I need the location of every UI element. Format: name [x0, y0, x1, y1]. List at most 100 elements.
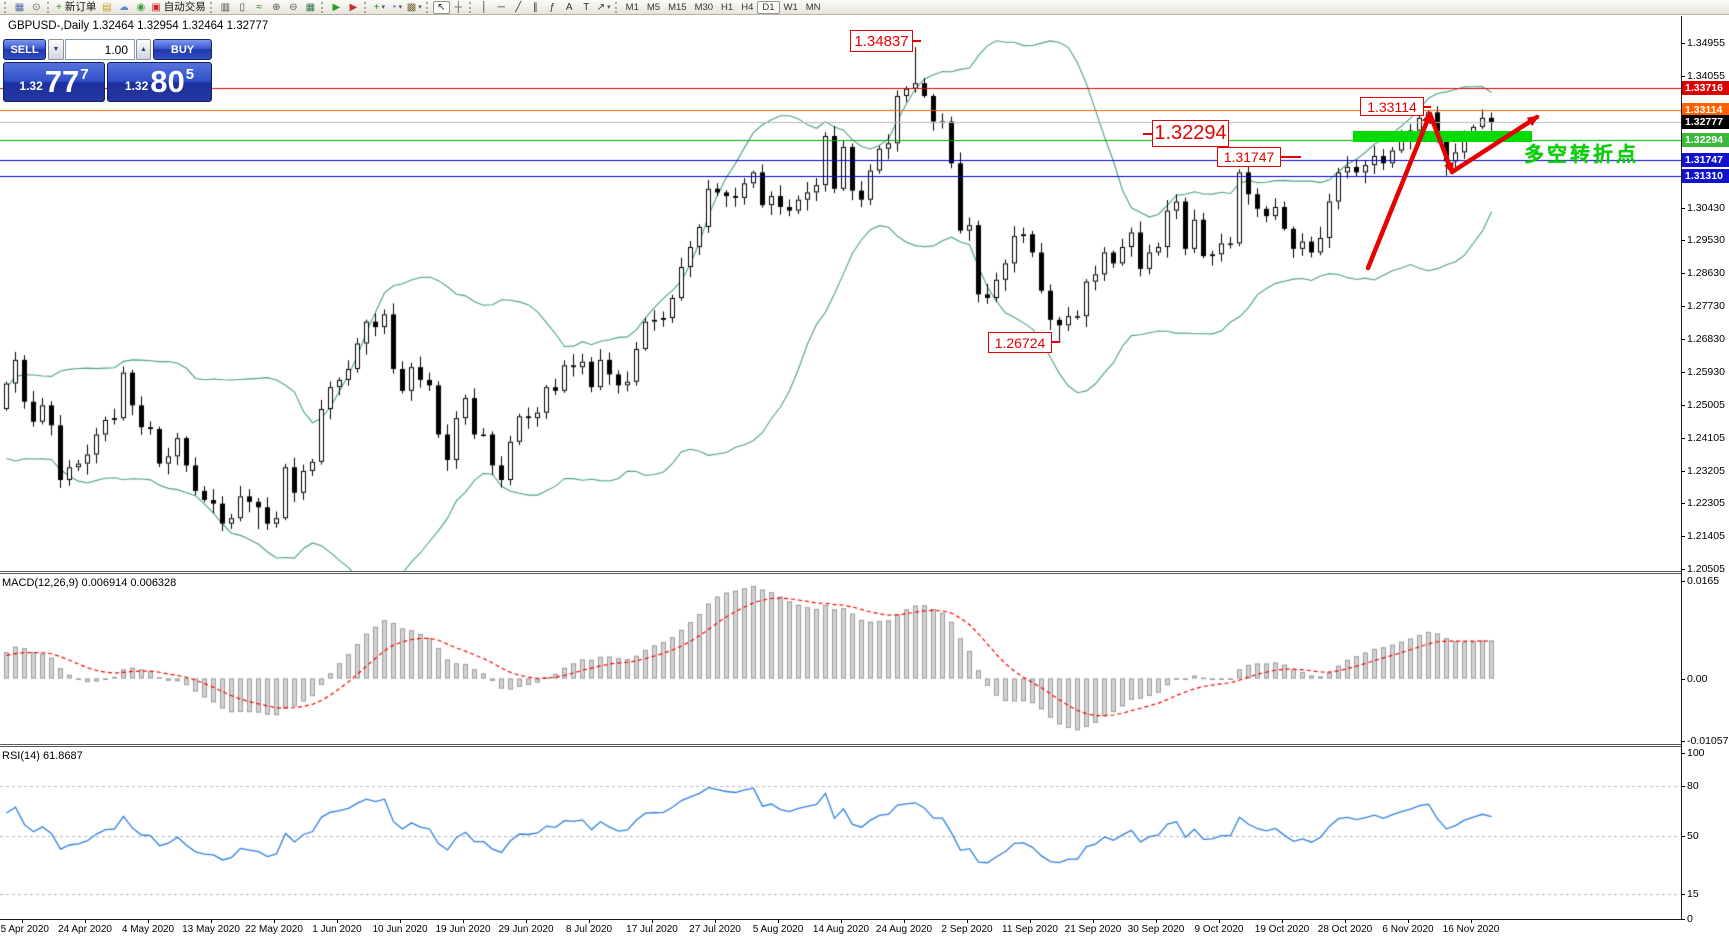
toolbar: ▦ ⊙ + 新订单 ▤ ☁ ◉ ▣ 自动交易 ▥ ▯ ≈ ⊕ ⊖ ▦ ▶ ▶ + ▾ ◔ ▾ ▩ ▾ ↖ ┼ │ ─ ╱ ∥ ƒ A T ↗ ▾ M… [0, 0, 1729, 15]
time-tick [1282, 920, 1283, 923]
time-tick [967, 920, 968, 923]
price-badge: 1.31310 [1682, 169, 1729, 183]
zoom-out-button[interactable]: ⊖ [285, 1, 302, 14]
market-watch-button[interactable]: ⊙ [28, 1, 45, 14]
time-axis-label: 29 Jun 2020 [498, 924, 554, 935]
timeframe-m5[interactable]: M5 [646, 1, 661, 13]
auto-scroll-icon: ▶ [332, 1, 341, 13]
rsi-pane-canvas[interactable] [0, 747, 1681, 919]
price-axis-label-tick [1681, 76, 1685, 77]
cloud-icon: ☁ [118, 1, 129, 13]
timeframe-m30[interactable]: M30 [694, 1, 714, 13]
time-tick [85, 920, 86, 923]
time-axis-label: 1 Jun 2020 [312, 924, 362, 935]
chevron-down-icon: ▾ [607, 3, 611, 11]
annotation-connector [1424, 106, 1431, 108]
macd-pane-canvas[interactable] [0, 574, 1681, 744]
new-order-button[interactable]: + 新订单 [54, 1, 98, 14]
rsi-pane-separator-2[interactable] [0, 746, 1681, 747]
annotation-connector [913, 40, 921, 42]
periods-button[interactable]: ◔ ▾ [388, 1, 405, 14]
auto-scroll-button[interactable]: ▶ [328, 1, 345, 14]
sell-button[interactable]: SELL [3, 39, 46, 60]
timeframe-d1[interactable]: D1 [757, 0, 780, 14]
rsi-axis-label-tick [1681, 919, 1685, 920]
macd-axis-label: 0.00 [1687, 673, 1708, 685]
timeframe-h4[interactable]: H4 [741, 1, 754, 13]
macd-indicator-label: MACD(12,26,9) 0.006914 0.006328 [2, 577, 177, 589]
arrows-button[interactable]: ↗ ▾ [595, 1, 613, 14]
buy-button[interactable]: BUY [153, 39, 212, 60]
crosshair-button[interactable]: ┼ [450, 1, 467, 14]
price-axis-label: 1.24105 [1687, 432, 1725, 444]
time-axis-label: 27 Jul 2020 [689, 924, 741, 935]
autotrading-button[interactable]: ▣ 自动交易 [149, 1, 207, 14]
main-chart-canvas[interactable] [0, 16, 1681, 571]
timeframe-m15[interactable]: M15 [668, 1, 687, 13]
chart-candles-button[interactable]: ▯ [234, 1, 251, 14]
time-axis-label: 14 Aug 2020 [812, 924, 870, 935]
time-axis-label: 21 Sep 2020 [1064, 924, 1122, 935]
price-axis-label-tick [1681, 306, 1685, 307]
indicators-button[interactable]: + ▾ [371, 1, 388, 14]
price-axis-label: 1.23205 [1687, 465, 1725, 477]
price-axis-label: 1.34055 [1687, 70, 1725, 82]
templates-button[interactable]: ▩ ▾ [405, 1, 424, 14]
time-tick [274, 920, 275, 923]
time-axis-label: 11 Sep 2020 [1002, 924, 1058, 935]
toolbar-grip [468, 1, 472, 13]
chevron-down-icon: ▾ [398, 3, 403, 11]
timeframe-mn[interactable]: MN [805, 1, 821, 13]
price-axis-label: 1.29530 [1687, 234, 1725, 246]
time-axis-label: 13 May 2020 [182, 924, 240, 935]
buy-price-panel[interactable]: 1.32 80 5 [107, 62, 212, 102]
signal-button[interactable]: ◉ [132, 1, 149, 14]
chart-window-button[interactable]: ▦ [11, 1, 28, 14]
tile-windows-button[interactable]: ▦ [302, 1, 319, 14]
rsi-axis-label-tick [1681, 786, 1685, 787]
trendline-button[interactable]: ╱ [510, 1, 527, 14]
price-badge: 1.32294 [1682, 133, 1729, 147]
volume-input[interactable] [65, 39, 135, 60]
channel-button[interactable]: ∥ [527, 1, 544, 14]
volume-decrease-button[interactable]: ▼ [48, 39, 64, 60]
time-axis-label: 17 Jul 2020 [626, 924, 678, 935]
sell-price-panel[interactable]: 1.32 77 7 [3, 62, 105, 102]
cursor-button[interactable]: ↖ [432, 0, 450, 14]
time-tick [148, 920, 149, 923]
chart-window-icon: ▦ [14, 1, 25, 13]
time-tick [652, 920, 653, 923]
timeframe-h1[interactable]: H1 [721, 1, 734, 13]
macd-pane-separator-2[interactable] [0, 573, 1681, 574]
chart-shift-button[interactable]: ▶ [345, 1, 362, 14]
time-axis[interactable]: 15 Apr 2020 24 Apr 2020 4 May 2020 13 May 2… [0, 920, 1729, 939]
cloud-button[interactable]: ☁ [115, 1, 132, 14]
price-badge: 1.32777 [1682, 115, 1729, 129]
zoom-in-button[interactable]: ⊕ [268, 1, 285, 14]
tile-windows-icon: ▦ [305, 1, 316, 13]
text-button[interactable]: A [561, 1, 578, 14]
autotrading-label: 自动交易 [163, 0, 206, 13]
volume-increase-button[interactable]: ▲ [136, 39, 151, 60]
fibonacci-button[interactable]: ƒ [544, 1, 561, 14]
time-axis-label: 10 Jun 2020 [372, 924, 428, 935]
time-axis-label: 28 Oct 2020 [1317, 924, 1373, 935]
market-watch-icon: ⊙ [32, 1, 41, 13]
hline-button[interactable]: ─ [493, 1, 510, 14]
vline-button[interactable]: │ [476, 1, 493, 14]
chart-bars-button[interactable]: ▥ [217, 1, 234, 14]
time-tick [337, 920, 338, 923]
time-tick [589, 920, 590, 923]
label-button[interactable]: T [578, 1, 595, 14]
rsi-axis-label: 100 [1687, 747, 1705, 759]
time-axis-label: 15 Apr 2020 [0, 924, 49, 935]
rsi-indicator-label: RSI(14) 61.8687 [2, 750, 83, 762]
macd-pane-separator[interactable] [0, 571, 1681, 572]
wallet-button[interactable]: ▤ [98, 1, 115, 14]
timeframe-w1[interactable]: W1 [783, 1, 798, 13]
rsi-axis-label: 50 [1687, 830, 1699, 842]
rsi-pane-separator[interactable] [0, 744, 1681, 745]
timeframe-m1[interactable]: M1 [625, 1, 639, 13]
chart-line-button[interactable]: ≈ [251, 1, 268, 14]
periods-icon: ◔ [390, 1, 397, 13]
